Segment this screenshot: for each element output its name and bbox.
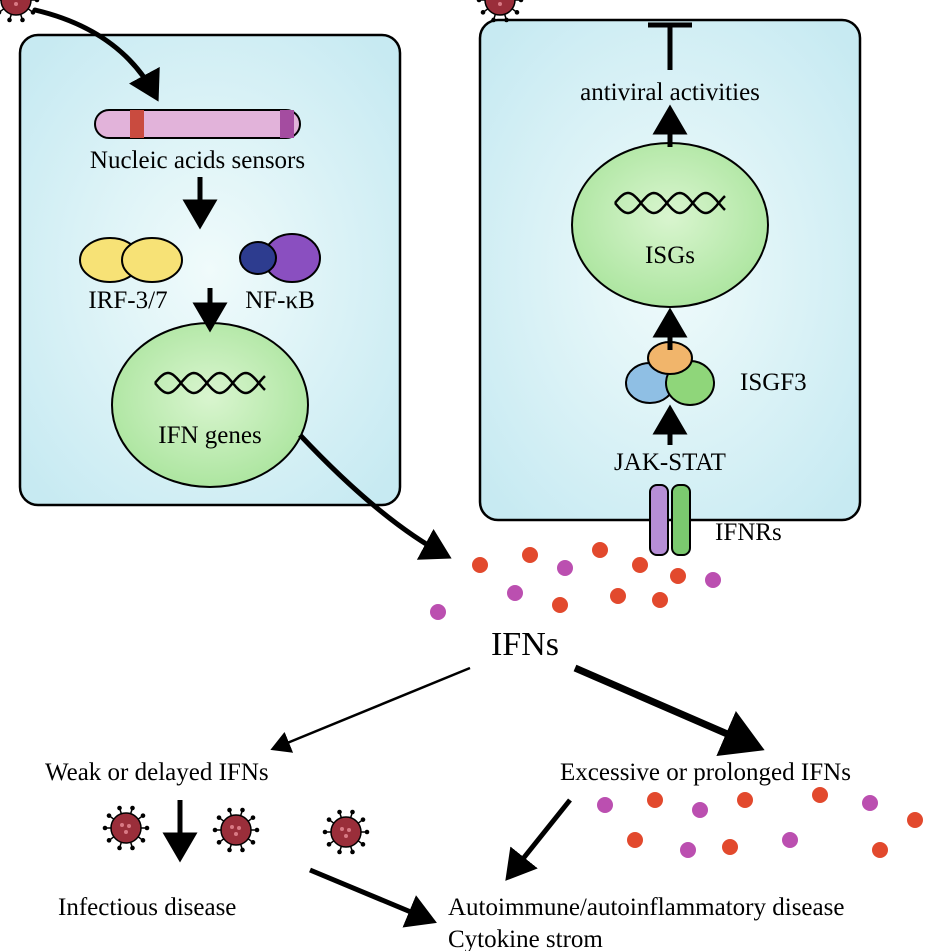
label-infectious: Infectious disease: [58, 894, 236, 921]
label-weak: Weak or delayed IFNs: [45, 759, 269, 786]
label-ifn-genes: IFN genes: [158, 422, 261, 449]
label-jakstat: JAK-STAT: [614, 449, 726, 476]
virus-icon: [103, 806, 150, 851]
irf-shape: [80, 238, 182, 282]
label-nfkb: NF-κB: [245, 287, 315, 314]
left-cell: Nucleic acids sensors IRF-3/7 NF-κB IFN …: [20, 10, 445, 555]
diagram-canvas: Nucleic acids sensors IRF-3/7 NF-κB IFN …: [0, 0, 951, 951]
nucleus-right: [572, 143, 768, 307]
label-isgs: ISGs: [645, 242, 695, 269]
label-cytokine: Cytokine strom: [448, 926, 603, 951]
label-antiviral: antiviral activities: [580, 79, 760, 106]
nucleus-left: [112, 323, 308, 487]
viruses-bottom: [103, 806, 370, 855]
arrow-to-weak: [275, 668, 470, 748]
label-ifnrs: IFNRs: [715, 519, 782, 546]
label-irf: IRF-3/7: [88, 287, 167, 314]
arrow-excess-down: [510, 800, 570, 875]
excessive-dots: [597, 787, 923, 858]
virus-icon: [213, 808, 260, 853]
label-ifns: IFNs: [491, 626, 559, 663]
sensor-capsule: [95, 110, 300, 138]
label-excessive: Excessive or prolonged IFNs: [560, 759, 851, 786]
label-autoimmune: Autoimmune/autoinflammatory disease: [448, 894, 844, 921]
label-isgf3: ISGF3: [740, 369, 807, 396]
virus-top-left: [0, 0, 39, 22]
label-nucleic-sensors: Nucleic acids sensors: [90, 147, 305, 174]
arrow-infect-to-cytokine: [310, 870, 430, 920]
right-cell: antiviral activities ISGs ISGF3 JAK-STAT…: [480, 20, 860, 555]
virus-icon: [323, 810, 370, 855]
arrow-to-excessive: [575, 668, 755, 746]
